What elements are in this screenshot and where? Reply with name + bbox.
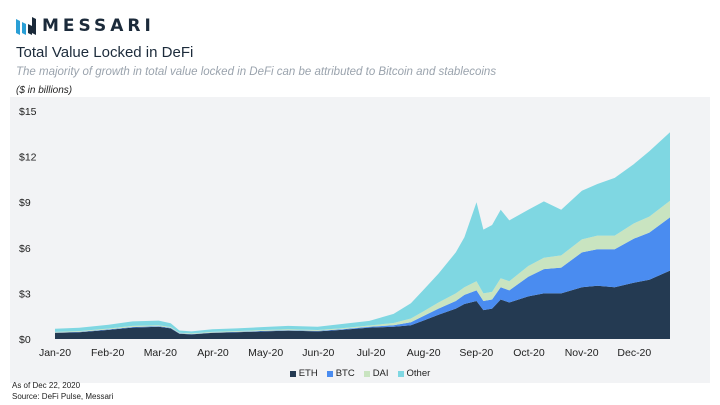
messari-logo-icon <box>16 17 36 35</box>
legend-swatch <box>289 370 296 377</box>
y-tick-label: $9 <box>19 197 31 209</box>
x-tick-label: Jun-20 <box>302 347 334 359</box>
legend-swatch <box>397 370 404 377</box>
x-tick-label: Jul-20 <box>357 347 386 359</box>
units-label: ($ in billions) <box>16 85 73 96</box>
y-tick-label: $0 <box>19 334 31 346</box>
x-tick-label: May-20 <box>248 347 283 359</box>
x-axis: Jan-20 Feb-20 Mar-20 Apr-20 May-20 Jun-20 Jul-… <box>39 347 651 359</box>
chart-title: Total Value Locked in DeFi <box>16 44 194 61</box>
legend-label: DAI <box>372 368 389 379</box>
y-tick-label: $6 <box>19 243 31 255</box>
x-tick-label: Dec-20 <box>617 347 651 359</box>
as-of-note: As of Dec 22, 2020 <box>12 381 81 390</box>
area-dai <box>55 200 670 335</box>
legend-label: ETH <box>298 368 318 379</box>
source-note: Source: DeFi Pulse, Messari <box>12 392 114 401</box>
brand-name: MESSARI <box>42 16 155 36</box>
x-tick-label: Jan-20 <box>39 347 71 359</box>
legend-swatch <box>326 370 333 377</box>
chart-legend: ETH BTC DAI Other <box>0 368 720 379</box>
y-tick-label: $15 <box>19 106 37 118</box>
legend-item-btc: BTC <box>326 368 355 379</box>
legend-label: Other <box>406 368 431 379</box>
x-tick-label: Sep-20 <box>459 347 493 359</box>
legend-label: BTC <box>335 368 355 379</box>
legend-item-eth: ETH <box>289 368 318 379</box>
legend-item-dai: DAI <box>363 368 389 379</box>
y-tick-label: $3 <box>19 288 31 300</box>
legend-swatch <box>363 370 370 377</box>
area-btc <box>55 217 670 335</box>
y-axis: $0 $3 $6 $9 $12 $15 <box>19 106 37 346</box>
x-tick-label: Aug-20 <box>407 347 441 359</box>
area-layers <box>55 132 670 339</box>
messari-logo: MESSARI <box>16 16 155 36</box>
legend-item-other: Other <box>397 368 431 379</box>
chart-subtitle: The majority of growth in total value lo… <box>16 66 497 78</box>
x-tick-label: Feb-20 <box>91 347 124 359</box>
y-tick-label: $12 <box>19 152 37 164</box>
tvl-area-chart: $0 $3 $6 $9 $12 $15 Jan-20 Feb-20 Mar-20 Apr-20 M… <box>19 106 670 359</box>
x-tick-label: Oct-20 <box>513 347 545 359</box>
area-other <box>55 132 670 334</box>
x-tick-label: Mar-20 <box>144 347 177 359</box>
x-tick-label: Apr-20 <box>197 347 229 359</box>
x-tick-label: Nov-20 <box>565 347 599 359</box>
area-eth <box>55 270 670 339</box>
